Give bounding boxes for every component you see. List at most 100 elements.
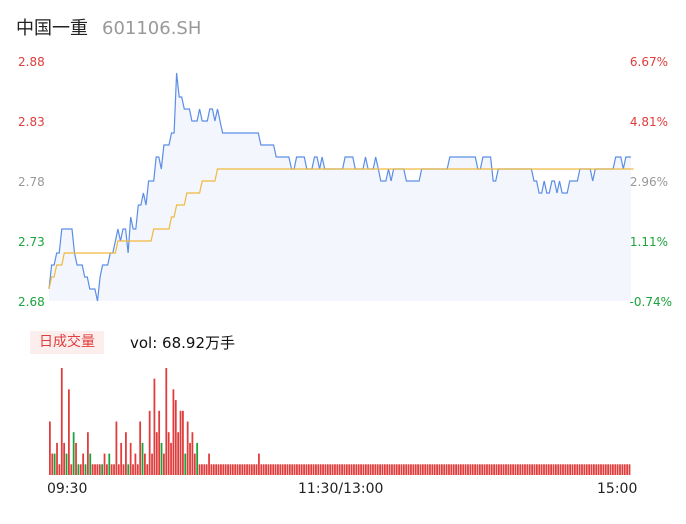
volume-bar: [595, 464, 598, 475]
volume-bar: [144, 453, 146, 475]
volume-bar: [305, 464, 308, 475]
time-label-close: 15:00: [597, 481, 638, 497]
volume-bar: [125, 432, 127, 475]
volume-bar: [326, 464, 329, 475]
volume-bar: [215, 464, 218, 475]
volume-bar: [182, 410, 184, 475]
time-label-midday: 11:30/13:00: [298, 481, 384, 497]
volume-bar: [60, 368, 63, 475]
right-axis-label: 4.81%: [630, 115, 668, 129]
volume-bar: [51, 453, 54, 475]
volume-bar: [581, 464, 583, 475]
volume-bar: [543, 464, 545, 475]
volume-bar: [353, 464, 355, 475]
volume-bar: [360, 464, 362, 475]
volume-bar: [445, 464, 448, 475]
volume-bar: [262, 464, 265, 475]
volume-bar: [75, 442, 77, 475]
volume-bar: [319, 464, 322, 475]
volume-bar: [597, 464, 600, 475]
volume-bar: [443, 464, 446, 475]
volume-bar: [229, 464, 232, 475]
volume-bar: [220, 464, 222, 475]
volume-bar: [163, 453, 165, 475]
volume-bar: [614, 464, 617, 475]
volume-bar: [72, 432, 75, 475]
volume-bar: [203, 464, 206, 475]
stock-code: 601106.SH: [102, 18, 202, 39]
volume-bar: [274, 464, 277, 475]
volume-bar: [113, 464, 115, 475]
right-axis-label: -0.74%: [630, 295, 672, 309]
volume-bar: [626, 464, 629, 475]
price-area: [49, 73, 631, 301]
volume-bar: [467, 464, 469, 475]
volume-bar: [405, 464, 408, 475]
volume-bar: [372, 464, 374, 475]
volume-bar: [533, 464, 536, 475]
volume-bar: [231, 464, 234, 475]
volume-bar: [239, 464, 241, 475]
volume-bar: [106, 464, 108, 475]
left-axis-label: 2.68: [18, 295, 45, 309]
volume-bar: [388, 464, 391, 475]
volume-bar: [243, 464, 246, 475]
volume-bar: [362, 464, 365, 475]
volume-bar: [317, 464, 320, 475]
volume-bar: [153, 378, 156, 475]
volume-bar: [538, 464, 541, 475]
volume-bar: [412, 464, 415, 475]
volume-bar: [139, 421, 142, 475]
volume-bar: [519, 464, 522, 475]
volume-bar: [376, 464, 379, 475]
right-axis-label: 2.96%: [630, 175, 668, 189]
volume-bar: [450, 464, 453, 475]
volume-bar: [258, 453, 260, 475]
volume-bar: [578, 464, 581, 475]
volume-bar: [84, 464, 87, 475]
volume-bar: [255, 464, 258, 475]
volume-bar: [58, 464, 61, 475]
volume-bar: [170, 442, 172, 475]
volume-bar: [559, 464, 562, 475]
volume-bar: [341, 464, 343, 475]
left-axis-label: 2.78: [18, 175, 45, 189]
volume-bar: [184, 453, 187, 475]
volume-bar: [172, 389, 175, 475]
volume-bar: [338, 464, 341, 475]
volume-bar: [500, 464, 503, 475]
volume-bar: [552, 464, 555, 475]
volume-bar: [604, 464, 607, 475]
volume-bar: [53, 453, 56, 475]
volume-bar: [564, 464, 567, 475]
volume-bar: [398, 464, 400, 475]
volume-bar: [343, 464, 346, 475]
volume-bar: [148, 410, 151, 475]
volume-bar: [127, 464, 130, 475]
volume-bar: [91, 464, 94, 475]
volume-bar: [374, 464, 377, 475]
volume-bar: [393, 464, 396, 475]
left-axis-label: 2.88: [18, 55, 45, 69]
volume-bar: [265, 464, 267, 475]
volume-bar: [459, 464, 462, 475]
volume-bar: [236, 464, 239, 475]
volume-bar: [110, 464, 113, 475]
volume-bar: [87, 432, 89, 475]
volume-bar: [293, 464, 296, 475]
volume-bar: [476, 464, 479, 475]
volume-bar: [136, 464, 139, 475]
volume-bar: [619, 464, 621, 475]
volume-bar: [350, 464, 353, 475]
volume-bar: [191, 432, 194, 475]
volume-bar: [514, 464, 517, 475]
volume-bar: [573, 464, 576, 475]
volume-bar: [336, 464, 339, 475]
volume-bar: [134, 453, 137, 475]
volume-bar: [583, 464, 586, 475]
volume-bar: [400, 464, 403, 475]
volume-bar: [246, 464, 248, 475]
volume-bar: [455, 464, 457, 475]
volume-bar: [516, 464, 519, 475]
